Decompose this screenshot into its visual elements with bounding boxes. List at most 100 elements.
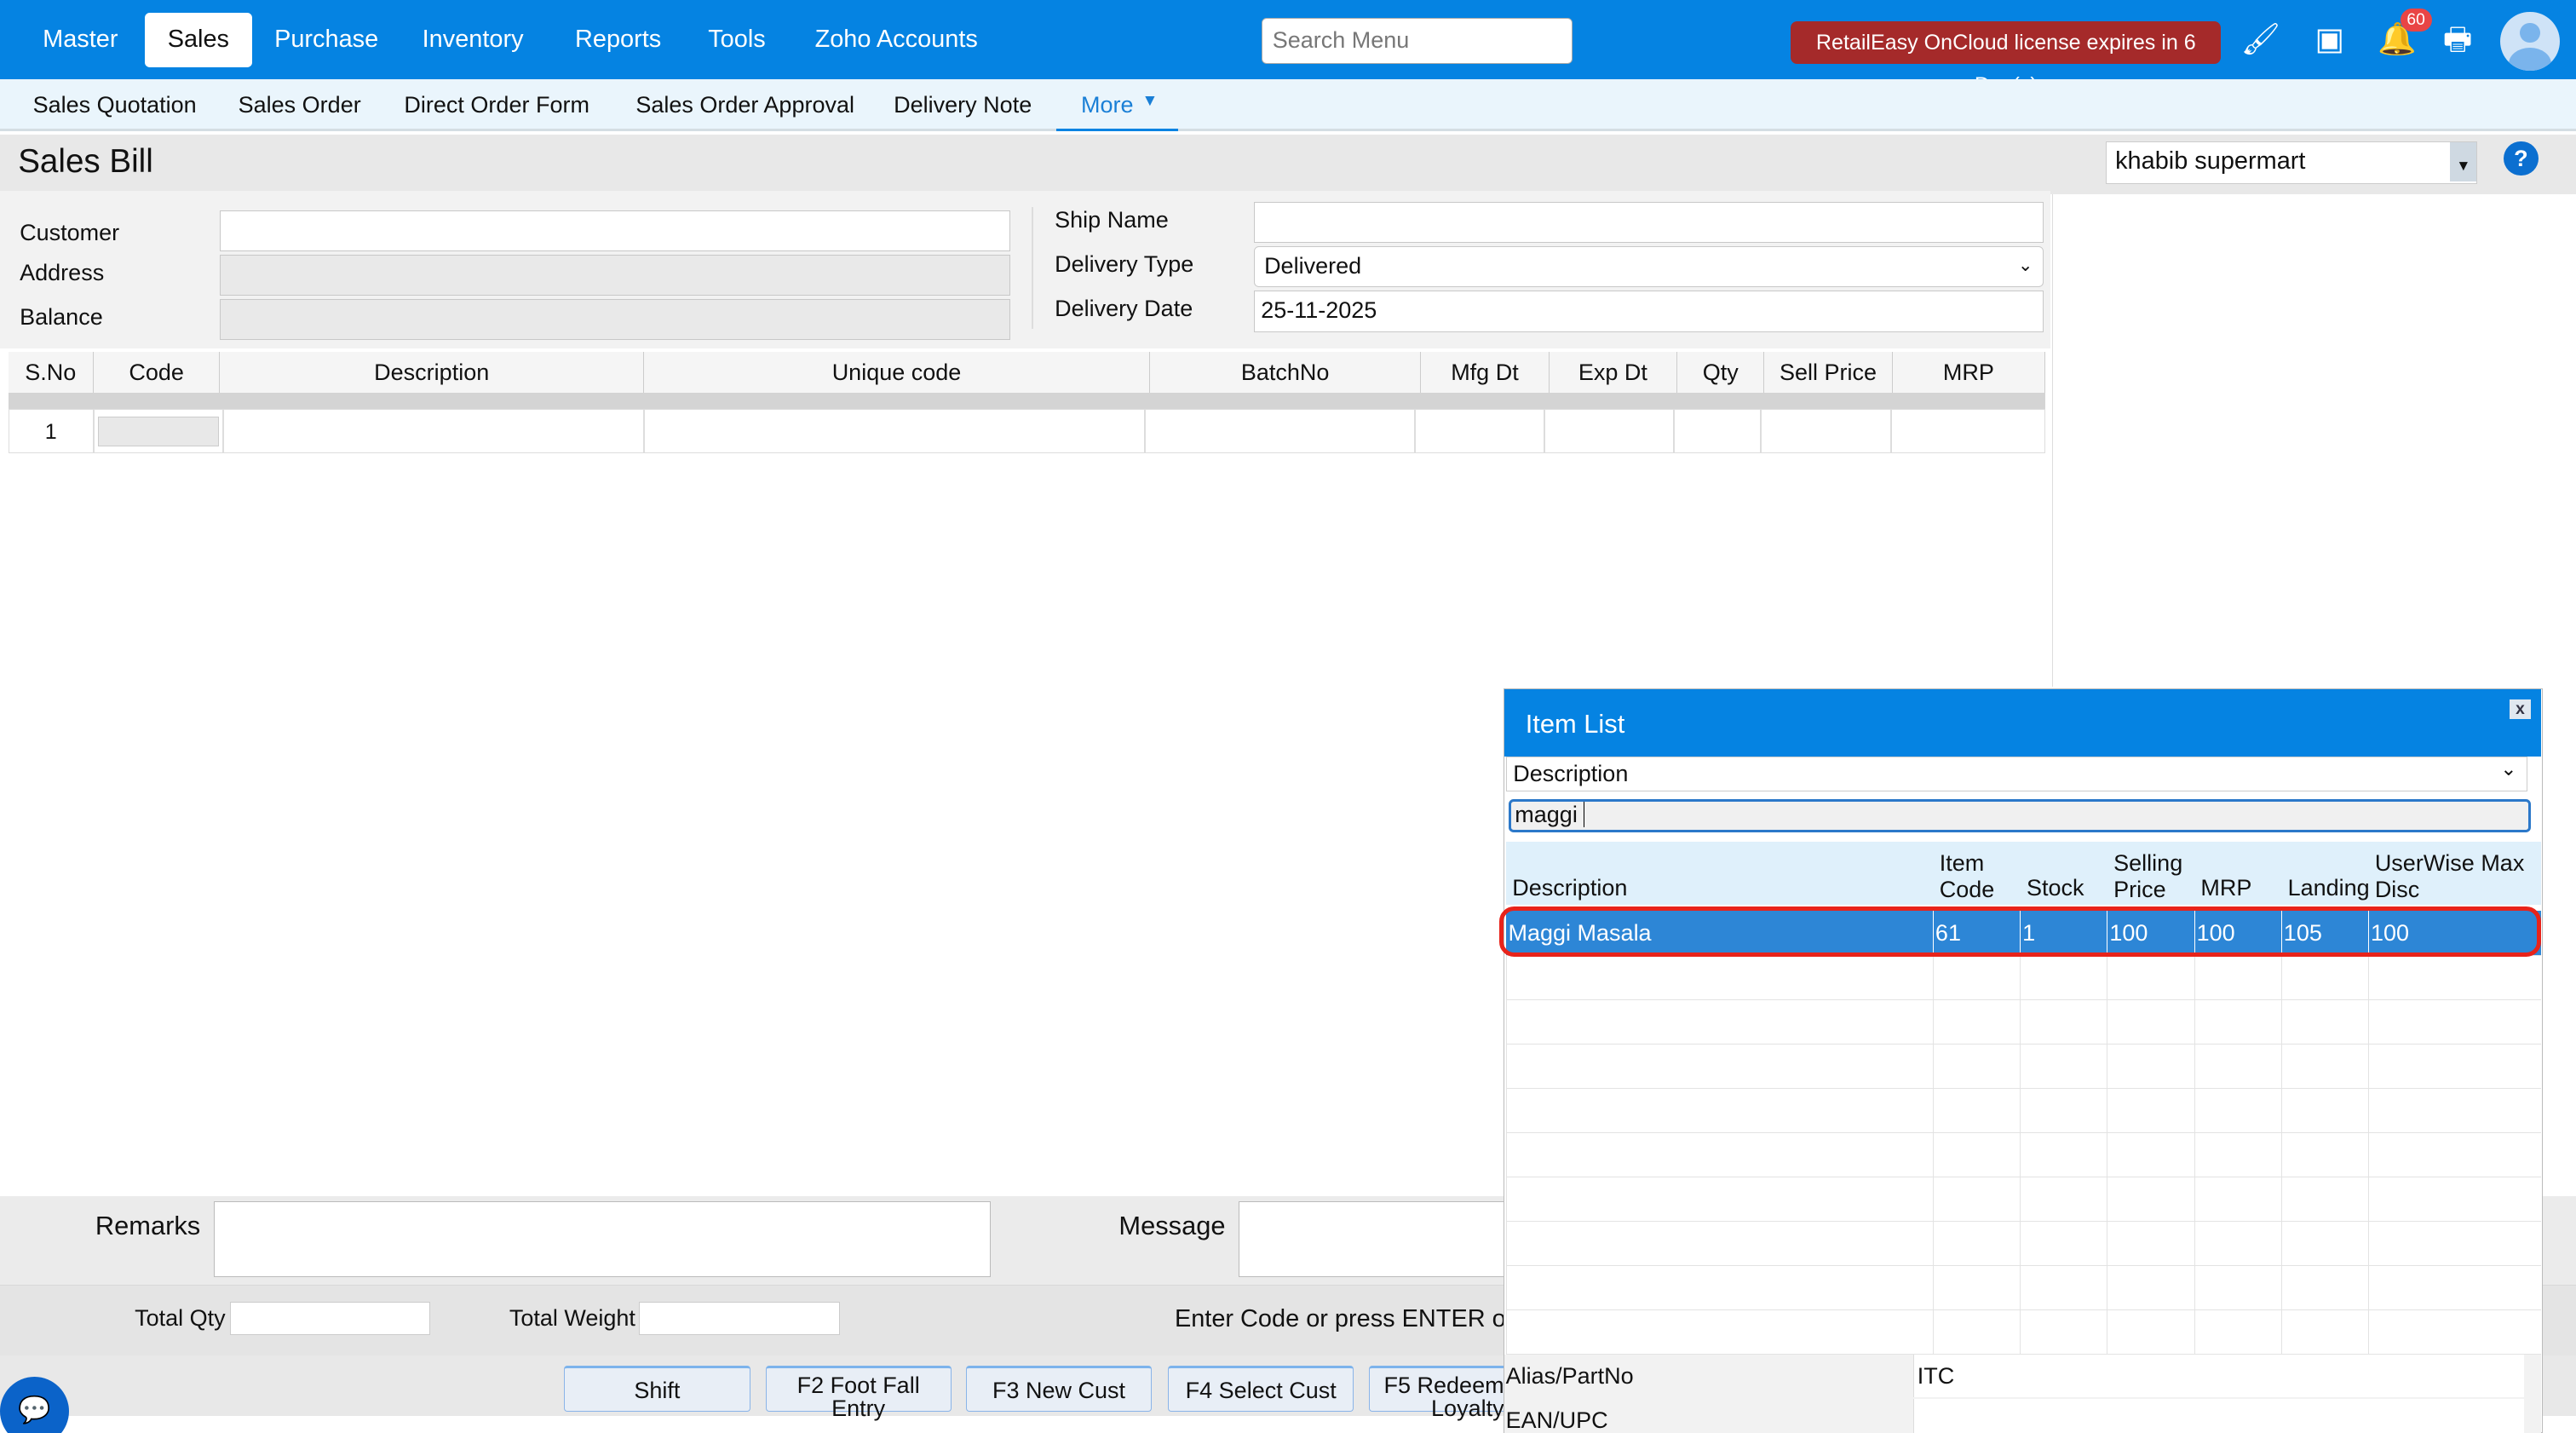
brush-icon[interactable]: 🖌 [2240, 21, 2281, 57]
cell-max-disc [2368, 1177, 2541, 1222]
item-search-input[interactable]: maggi [1509, 799, 2532, 832]
chevron-down-icon: ⌄ [2017, 256, 2033, 276]
item-row-empty[interactable] [1505, 999, 2541, 1045]
code-input[interactable] [97, 416, 220, 446]
nav-zoho-accounts[interactable]: Zoho Accounts [814, 26, 978, 54]
delivery-date-input[interactable]: 25-11-2025 [1253, 291, 2044, 332]
nav-master[interactable]: Master [43, 26, 118, 54]
cell-landing [2280, 1221, 2368, 1266]
balance-label: Balance [20, 303, 103, 330]
subnav-direct-order-form[interactable]: Direct Order Form [404, 91, 589, 118]
cell-stock [2020, 1310, 2107, 1355]
cell-description [1505, 1221, 1933, 1266]
balance-input [220, 298, 1011, 341]
item-row-empty[interactable] [1505, 1221, 2541, 1266]
header-mrp: MRP [2200, 875, 2252, 901]
nav-tools[interactable]: Tools [708, 26, 766, 54]
subnav-more[interactable]: More ▼ [1056, 79, 1178, 132]
ship-name-input[interactable] [1253, 202, 2044, 244]
message-textarea[interactable] [1239, 1200, 1519, 1277]
cell-selling-price [2107, 955, 2194, 1000]
cell-stock [2020, 1132, 2107, 1177]
cell-max-disc [2368, 1310, 2541, 1355]
cell-mrp [2194, 955, 2281, 1000]
col-qty: Qty [1677, 351, 1765, 393]
chat-icon[interactable]: 💬 [0, 1377, 69, 1433]
cell-description [1505, 1044, 1933, 1089]
header-description: Description [1512, 875, 1628, 901]
cell-max-disc [2368, 999, 2541, 1045]
row-mrp-cell[interactable] [1890, 409, 2046, 454]
subnav-sales-order[interactable]: Sales Order [238, 91, 361, 118]
help-icon[interactable]: ? [2504, 141, 2539, 176]
cell-item-code [1933, 1088, 2020, 1133]
delivery-type-select[interactable]: Delivered ⌄ [1253, 246, 2044, 288]
nav-sales[interactable]: Sales [144, 13, 253, 68]
title-bar: Sales Bill [0, 135, 2050, 191]
item-row-empty[interactable] [1505, 1177, 2541, 1222]
row-exp-cell[interactable] [1544, 409, 1675, 454]
f2-foot-fall-button[interactable]: F2 Foot Fall Entry [765, 1365, 952, 1420]
cell-item-code [1933, 999, 2020, 1045]
subnav-sales-order-approval[interactable]: Sales Order Approval [635, 91, 854, 118]
cell-description [1505, 1266, 1933, 1311]
item-details: Alias/PartNo ITC EAN/UPC [1504, 1355, 2541, 1433]
item-row-empty[interactable] [1505, 1088, 2541, 1133]
f4-select-cust-button[interactable]: F4 Select Cust [1168, 1365, 1354, 1412]
item-row-empty[interactable] [1505, 1132, 2541, 1177]
total-weight-label: Total Weight [509, 1305, 635, 1332]
customer-input[interactable] [220, 210, 1011, 252]
row-unique-cell[interactable] [644, 409, 1146, 454]
printer-icon[interactable]: 🖶 [2442, 21, 2473, 57]
nav-inventory[interactable]: Inventory [422, 26, 524, 54]
cell-max-disc: 100 [2368, 911, 2541, 956]
cell-mrp [2194, 1088, 2281, 1133]
subnav-sales-quotation[interactable]: Sales Quotation [32, 91, 197, 118]
chevron-down-icon: ⌄ [2500, 757, 2517, 780]
col-sell-price: Sell Price [1764, 351, 1893, 393]
cell-landing [2280, 1310, 2368, 1355]
item-row-empty[interactable] [1505, 1310, 2541, 1355]
search-by-value: Description [1513, 760, 1629, 786]
store-select[interactable]: khabib supermart ▼ [2106, 141, 2478, 184]
cell-item-code [1933, 955, 2020, 1000]
remarks-textarea[interactable] [213, 1200, 991, 1277]
subnav-delivery-note[interactable]: Delivery Note [894, 91, 1032, 118]
cell-landing [2280, 1044, 2368, 1089]
header-selling-price: Selling Price [2113, 850, 2183, 902]
nav-reports[interactable]: Reports [575, 26, 662, 54]
notification-badge: 60 [2400, 8, 2432, 32]
item-row-empty[interactable] [1505, 1044, 2541, 1089]
cell-stock [2020, 999, 2107, 1045]
search-menu-input[interactable]: Search Menu [1262, 18, 1573, 65]
cell-max-disc [2368, 1088, 2541, 1133]
close-icon[interactable]: x [2509, 699, 2532, 719]
remarks-label: Remarks [95, 1211, 201, 1241]
avatar[interactable] [2500, 11, 2560, 71]
message-label: Message [1118, 1211, 1226, 1241]
item-row-empty[interactable] [1505, 955, 2541, 1000]
row-description-cell[interactable] [223, 409, 644, 454]
row-sell-cell[interactable] [1761, 409, 1891, 454]
nav-purchase[interactable]: Purchase [274, 26, 379, 54]
cell-selling-price [2107, 1266, 2194, 1311]
item-row-empty[interactable] [1505, 1266, 2541, 1311]
selected-row-highlight [1498, 906, 2541, 958]
cell-mrp [2194, 999, 2281, 1045]
row-code-cell[interactable] [93, 409, 224, 454]
search-by-select[interactable]: Description ⌄ [1505, 757, 2528, 791]
col-mrp: MRP [1892, 351, 2046, 393]
row-qty-cell[interactable] [1674, 409, 1762, 454]
license-banner[interactable]: RetailEasy OnCloud license expires in 6 … [1791, 21, 2222, 97]
cell-description [1505, 1088, 1933, 1133]
grid-separator [8, 392, 2046, 410]
zoho-icon[interactable]: ▣ [2314, 21, 2345, 57]
cell-landing: 105 [2280, 911, 2368, 956]
row-mfg-cell[interactable] [1414, 409, 1544, 454]
row-batch-cell[interactable] [1145, 409, 1415, 454]
f3-new-cust-button[interactable]: F3 New Cust [966, 1365, 1152, 1412]
shift-button[interactable]: Shift [563, 1365, 751, 1412]
customer-form: Customer Address Balance Ship Name Deliv… [0, 190, 2050, 348]
cell-max-disc [2368, 1132, 2541, 1177]
